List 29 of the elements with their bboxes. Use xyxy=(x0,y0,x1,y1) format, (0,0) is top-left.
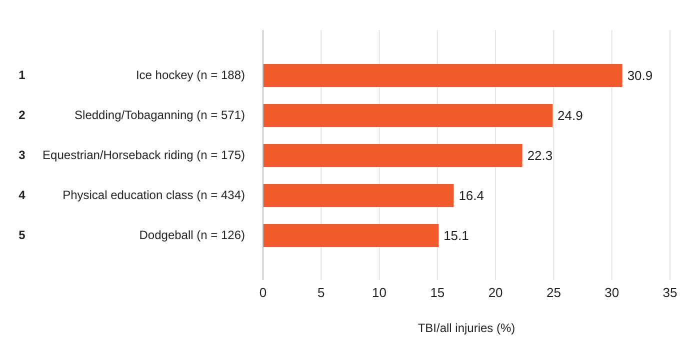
bar xyxy=(263,224,439,247)
text: 1 xyxy=(18,68,26,82)
x-tick-label: 10 xyxy=(372,285,387,300)
text: 4 xyxy=(18,188,26,202)
bar xyxy=(263,104,553,127)
x-tick-label: 35 xyxy=(662,285,678,300)
y-tick-label: Dodgeball (n = 126) xyxy=(139,228,245,242)
bar xyxy=(263,184,454,207)
x-tick-label: 20 xyxy=(488,285,503,300)
text: 2 xyxy=(18,108,26,122)
text: 3 xyxy=(18,148,26,162)
x-tick-label: 25 xyxy=(546,285,561,300)
data-label: 22.3 xyxy=(527,148,553,164)
data-label: 30.9 xyxy=(627,68,653,84)
y-tick-label: Equestrian/Horseback riding (n = 175) xyxy=(42,148,245,162)
y-tick-label: Sledding/Tobaganning (n = 571) xyxy=(74,108,245,122)
bar xyxy=(263,64,622,87)
bar xyxy=(263,144,522,167)
data-label: 24.9 xyxy=(558,108,583,124)
x-tick-label: 5 xyxy=(318,285,325,300)
y-tick-label: Ice hockey (n = 188) xyxy=(136,68,245,82)
x-tick-label: 30 xyxy=(604,285,620,300)
x-axis-title: TBI/all injuries (%) xyxy=(418,321,516,335)
data-label: 15.1 xyxy=(444,228,469,244)
x-tick-label: 0 xyxy=(259,285,267,300)
x-tick-label: 15 xyxy=(430,285,445,300)
text: 5 xyxy=(18,228,26,242)
y-tick-label: Physical education class (n = 434) xyxy=(62,188,245,202)
data-label: 16.4 xyxy=(458,188,484,204)
